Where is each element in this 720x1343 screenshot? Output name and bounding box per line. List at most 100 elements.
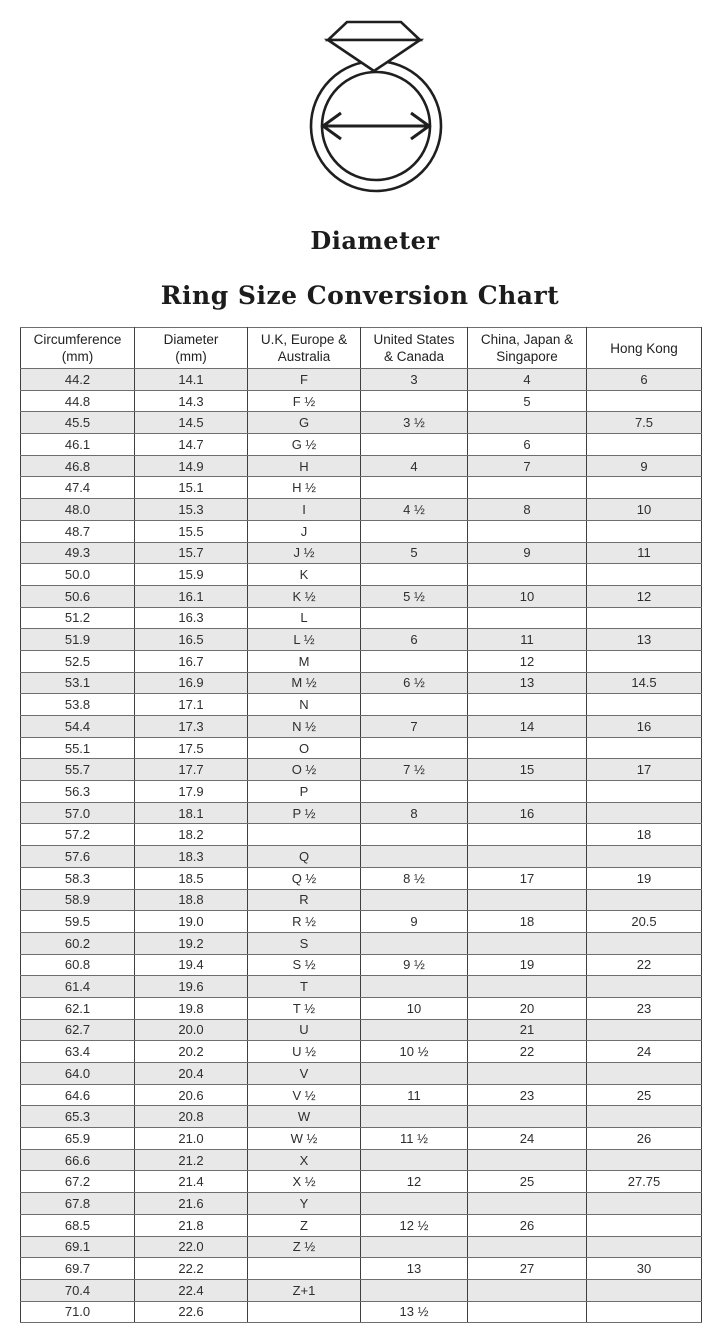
- cell: 21.6: [134, 1192, 248, 1215]
- table-row: 67.8 21.6 Y: [20, 1192, 702, 1215]
- cell: [586, 1148, 702, 1172]
- cell: 44.2: [20, 368, 135, 391]
- table-body: 44.2 14.1 F 3 4 6 44.8 14.3 F ½ 5 45.5 14.5 G 3 ½ 7.5 4…: [20, 368, 702, 1324]
- cell: 16: [586, 715, 702, 738]
- cell: 57.0: [20, 801, 135, 825]
- cell: [586, 931, 702, 955]
- cell: T ½: [247, 996, 361, 1020]
- cell: W ½: [247, 1127, 361, 1150]
- cell: 18: [467, 910, 587, 933]
- table-row: 64.6 20.6 V ½ 11 23 25: [20, 1083, 702, 1107]
- cell: 65.3: [20, 1105, 135, 1129]
- cell: 46.1: [20, 433, 135, 456]
- cell: 10 ½: [360, 1040, 468, 1063]
- table-row: 53.8 17.1 N: [20, 693, 702, 716]
- cell: 67.8: [20, 1192, 135, 1215]
- cell: 19.4: [134, 953, 248, 977]
- cell: K: [247, 563, 361, 586]
- cell: [360, 693, 468, 716]
- cell: [586, 1300, 702, 1324]
- cell: [586, 389, 702, 413]
- cell: 59.5: [20, 910, 135, 933]
- cell: 44.8: [20, 389, 135, 413]
- cell: 21.8: [134, 1213, 248, 1237]
- cell: 15.1: [134, 476, 248, 500]
- table-row: 57.6 18.3 Q: [20, 845, 702, 868]
- cell: 25: [467, 1170, 587, 1194]
- cell: 55.1: [20, 736, 135, 760]
- cell: P ½: [247, 801, 361, 825]
- cell: 20.6: [134, 1083, 248, 1107]
- cell: 23: [467, 1083, 587, 1107]
- cell: 7: [467, 454, 587, 478]
- cell: 45.5: [20, 411, 135, 435]
- cell: 20: [467, 996, 587, 1020]
- cell: 17.9: [134, 780, 248, 803]
- cell: [586, 476, 702, 500]
- table-row: 57.0 18.1 P ½ 8 16: [20, 801, 702, 825]
- cell: 58.9: [20, 888, 135, 912]
- cell: 10: [586, 498, 702, 521]
- cell: 15.5: [134, 519, 248, 543]
- cell: J ½: [247, 541, 361, 565]
- cell: Y: [247, 1192, 361, 1215]
- cell: [360, 433, 468, 456]
- cell: [467, 1278, 587, 1302]
- cell: 14.7: [134, 433, 248, 456]
- cell: 54.4: [20, 715, 135, 738]
- cell: [467, 1062, 587, 1085]
- cell: 47.4: [20, 476, 135, 500]
- cell: 5: [467, 389, 587, 413]
- cell: [467, 1300, 587, 1324]
- table-row: 55.1 17.5 O: [20, 736, 702, 760]
- cell: [360, 1018, 468, 1042]
- cell: [467, 975, 587, 998]
- cell: S ½: [247, 953, 361, 977]
- cell: [467, 1105, 587, 1129]
- cell: 66.6: [20, 1148, 135, 1172]
- cell: 21: [467, 1018, 587, 1042]
- cell: 53.8: [20, 693, 135, 716]
- cell: 26: [467, 1213, 587, 1237]
- cell: 48.0: [20, 498, 135, 521]
- cell: T: [247, 975, 361, 998]
- cell: 4: [360, 454, 468, 478]
- cell: 19: [467, 953, 587, 977]
- cell: [360, 845, 468, 868]
- cell: [360, 519, 468, 543]
- cell: R: [247, 888, 361, 912]
- ring-diagram-icon: [309, 20, 443, 193]
- cell: [586, 563, 702, 586]
- diamond-icon: [323, 20, 425, 73]
- cell: 3: [360, 368, 468, 391]
- cell: 15.3: [134, 498, 248, 521]
- cell: 9: [360, 910, 468, 933]
- table-row: 65.9 21.0 W ½ 11 ½ 24 26: [20, 1127, 702, 1150]
- cell: [586, 888, 702, 912]
- cell: 14.9: [134, 454, 248, 478]
- cell: 18.8: [134, 888, 248, 912]
- cell: 18.2: [134, 823, 248, 847]
- cell: [467, 476, 587, 500]
- cell: 7 ½: [360, 758, 468, 782]
- cell: N: [247, 693, 361, 716]
- cell: 48.7: [20, 519, 135, 543]
- cell: 62.7: [20, 1018, 135, 1042]
- cell: 65.9: [20, 1127, 135, 1150]
- table-row: 69.1 22.0 Z ½: [20, 1235, 702, 1259]
- cell: 30: [586, 1257, 702, 1280]
- cell: 17.3: [134, 715, 248, 738]
- table-row: 49.3 15.7 J ½ 5 9 11: [20, 541, 702, 565]
- col-header-us-canada: United States & Canada: [360, 327, 468, 369]
- cell: 7.5: [586, 411, 702, 435]
- cell: 24: [586, 1040, 702, 1063]
- cell: 19.6: [134, 975, 248, 998]
- table-row: 61.4 19.6 T: [20, 975, 702, 998]
- table-row: 66.6 21.2 X: [20, 1148, 702, 1172]
- cell: 11: [467, 628, 587, 651]
- col-header-uk-europe-australia: U.K, Europe & Australia: [247, 327, 361, 369]
- cell: 14.5: [134, 411, 248, 435]
- cell: 13 ½: [360, 1300, 468, 1324]
